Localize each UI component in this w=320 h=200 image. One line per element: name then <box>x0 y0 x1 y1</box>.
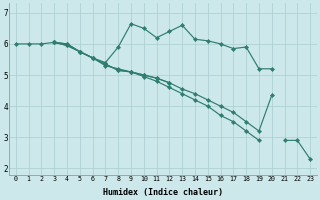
X-axis label: Humidex (Indice chaleur): Humidex (Indice chaleur) <box>103 188 223 197</box>
